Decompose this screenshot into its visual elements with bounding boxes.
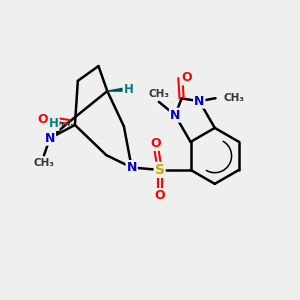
Text: O: O xyxy=(182,71,192,84)
Text: S: S xyxy=(154,163,165,177)
Text: N: N xyxy=(127,161,137,174)
Text: CH₃: CH₃ xyxy=(224,93,245,103)
Text: H: H xyxy=(49,117,59,130)
Text: O: O xyxy=(150,137,160,150)
Text: N: N xyxy=(170,109,180,122)
Text: CH₃: CH₃ xyxy=(34,158,55,168)
Text: N: N xyxy=(194,94,205,108)
Text: O: O xyxy=(154,189,165,202)
Text: CH₃: CH₃ xyxy=(148,88,170,99)
Text: N: N xyxy=(45,132,55,145)
Text: H: H xyxy=(124,83,134,96)
Polygon shape xyxy=(107,88,124,91)
Text: O: O xyxy=(37,112,48,126)
